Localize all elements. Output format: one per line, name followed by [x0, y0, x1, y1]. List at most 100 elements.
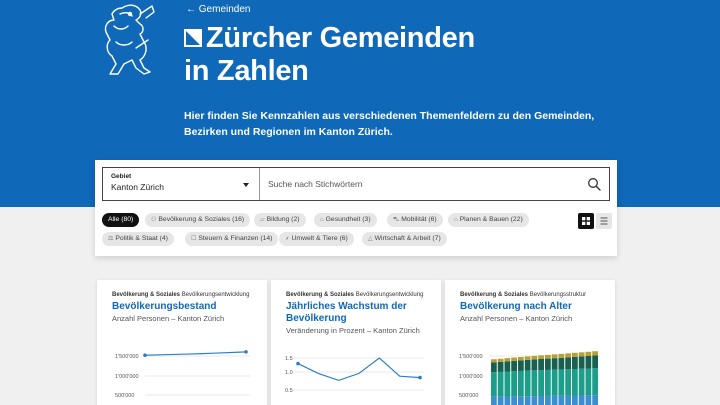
search-box — [260, 168, 609, 200]
bar-segment — [592, 351, 598, 356]
bar-segment — [504, 358, 511, 362]
bar-segment — [497, 358, 504, 362]
bar-segment — [572, 368, 578, 396]
card-category: Bevölkerung & Soziales — [112, 292, 181, 298]
gebiet-label: Gebiet — [111, 173, 132, 180]
bar-segment — [524, 396, 531, 405]
bar-segment — [565, 353, 571, 358]
chip-label: Umwelt & Tiere (6) — [291, 235, 348, 242]
people-icon: ⚇ — [151, 217, 157, 223]
card-topic: Bevölkerungsentwicklung — [355, 292, 424, 298]
card-subtitle: Anzahl Personen – Kanton Zürich — [460, 314, 573, 323]
bar-segment — [531, 355, 538, 360]
card-title[interactable]: Jährliches Wachstum der Bevölkerung — [286, 301, 407, 324]
caret-down-icon — [243, 183, 249, 187]
chip-wirtschaft[interactable]: △ Wirtschaft & Arbeit (7) — [362, 232, 447, 246]
chip-label: Bildung (2) — [266, 216, 300, 223]
zurich-lion-logo — [104, 4, 155, 75]
card-meta: Bevölkerung & Soziales Bevölkerungsentwi… — [286, 292, 423, 298]
bar-segment — [491, 372, 497, 397]
y-tick-label: 1.5 — [285, 356, 293, 362]
y-tick-label: 500'000 — [459, 393, 478, 399]
bar-segment — [538, 395, 544, 405]
growth-line-chart: 1.5 1.0 0.5 — [285, 356, 424, 394]
bar-segment — [531, 359, 538, 371]
bar-segment — [565, 369, 571, 396]
bar-segment — [572, 395, 578, 405]
chip-label: Alle (80) — [108, 216, 134, 223]
bar-segment — [565, 395, 571, 405]
bar-segment — [551, 369, 558, 396]
grid-view-button[interactable] — [578, 213, 594, 229]
chip-label: Bevölkerung & Soziales (16) — [158, 216, 245, 223]
bar-segment — [592, 355, 598, 369]
bar-segment — [524, 370, 531, 397]
chip-steuern[interactable]: ☐ Steuern & Finanzen (14) — [185, 232, 279, 246]
search-icon[interactable] — [587, 177, 601, 191]
y-tick-label: 1'500'000 — [459, 354, 483, 360]
bar-segment — [585, 355, 592, 369]
card-meta: Bevölkerung & Soziales Bevölkerungsentwi… — [112, 292, 249, 298]
y-tick-label: 0.5 — [285, 388, 293, 394]
bar-segment — [565, 357, 571, 370]
gebiet-select[interactable]: Gebiet Kanton Zürich — [103, 168, 260, 200]
chip-label: Wirtschaft & Arbeit (7) — [374, 235, 441, 242]
bar-segment — [558, 357, 565, 370]
bar-segment — [545, 369, 551, 396]
data-point — [143, 353, 147, 358]
graduation-icon: ▱ — [260, 217, 265, 223]
list-view-button[interactable] — [596, 213, 612, 229]
bar-segment — [518, 356, 524, 361]
chip-umwelt[interactable]: ⸙ Umwelt & Tiere (6) — [279, 232, 354, 246]
back-link[interactable]: ← Gemeinden — [186, 4, 251, 15]
chip-label: Steuern & Finanzen (14) — [198, 235, 273, 242]
card-subtitle: Anzahl Personen – Kanton Zürich — [112, 314, 225, 323]
card-jaehrliches-wachstum[interactable]: Bevölkerung & Soziales Bevölkerungsentwi… — [271, 280, 441, 405]
chip-label: Politik & Staat (4) — [115, 235, 168, 242]
card-bevoelkerungsbestand[interactable]: Bevölkerung & Soziales Bevölkerungsentwi… — [97, 280, 267, 405]
bar-segment — [545, 354, 551, 359]
bar-segment — [497, 371, 504, 397]
card-subtitle: Veränderung in Prozent – Kanton Zürich — [286, 326, 420, 335]
bar-segment — [538, 355, 544, 359]
bar-segment — [572, 356, 578, 369]
data-point — [418, 375, 422, 380]
bar-segment — [585, 351, 592, 356]
data-point — [296, 361, 300, 366]
bar-segment — [545, 358, 551, 370]
chip-bildung[interactable]: ▱ Bildung (2) — [254, 213, 306, 227]
chip-alle[interactable]: Alle (80) — [102, 213, 140, 227]
bar-segment — [538, 370, 544, 396]
bar-segment — [491, 362, 497, 373]
y-tick-label: 500'000 — [115, 393, 134, 399]
bar-segment — [524, 356, 531, 360]
card-meta: Bevölkerung & Soziales Bevölkerungsstruk… — [460, 292, 586, 298]
chip-politik[interactable]: ⚖ Politik & Staat (4) — [102, 232, 174, 246]
bar-segment — [511, 360, 517, 372]
chip-gesundheit[interactable]: ⌂ Gesundheit (3) — [314, 213, 377, 227]
card-title[interactable]: Bevölkerung nach Alter — [460, 301, 572, 312]
page-title: Zürcher Gemeinden in Zahlen — [184, 22, 475, 88]
finance-icon: ☐ — [191, 236, 197, 242]
bar-segment — [511, 357, 517, 361]
y-tick-label: 1'500'000 — [115, 354, 139, 360]
bar-segment — [578, 352, 585, 357]
card-title[interactable]: Bevölkerungsbestand — [112, 301, 217, 312]
y-tick-label: 1.0 — [285, 370, 293, 376]
bar-segment — [511, 371, 517, 397]
title-arrow-icon — [184, 29, 202, 47]
age-stacked-bar-chart: 1'500'000 1'000'000 500'000 — [459, 351, 600, 405]
bar-segment — [545, 395, 551, 405]
chip-bevoelkerung[interactable]: ⚇ Bevölkerung & Soziales (16) — [145, 213, 251, 227]
card-bevoelkerung-nach-alter[interactable]: Bevölkerung & Soziales Bevölkerungsstruk… — [445, 280, 615, 405]
y-tick-label: 1'000'000 — [459, 374, 483, 380]
economy-icon: △ — [368, 236, 373, 242]
bar-segment — [578, 368, 585, 396]
chip-mobilitaet[interactable]: ⛍ Mobilität (6) — [387, 213, 443, 227]
card-topic: Bevölkerungsentwicklung — [181, 292, 250, 298]
search-input[interactable] — [260, 168, 609, 200]
title-line-1: Zürcher Gemeinden — [206, 22, 475, 54]
chip-planen[interactable]: ⌂ Planen & Bauen (22) — [448, 213, 529, 227]
politics-icon: ⚖ — [108, 236, 114, 242]
bar-segment — [585, 368, 592, 396]
